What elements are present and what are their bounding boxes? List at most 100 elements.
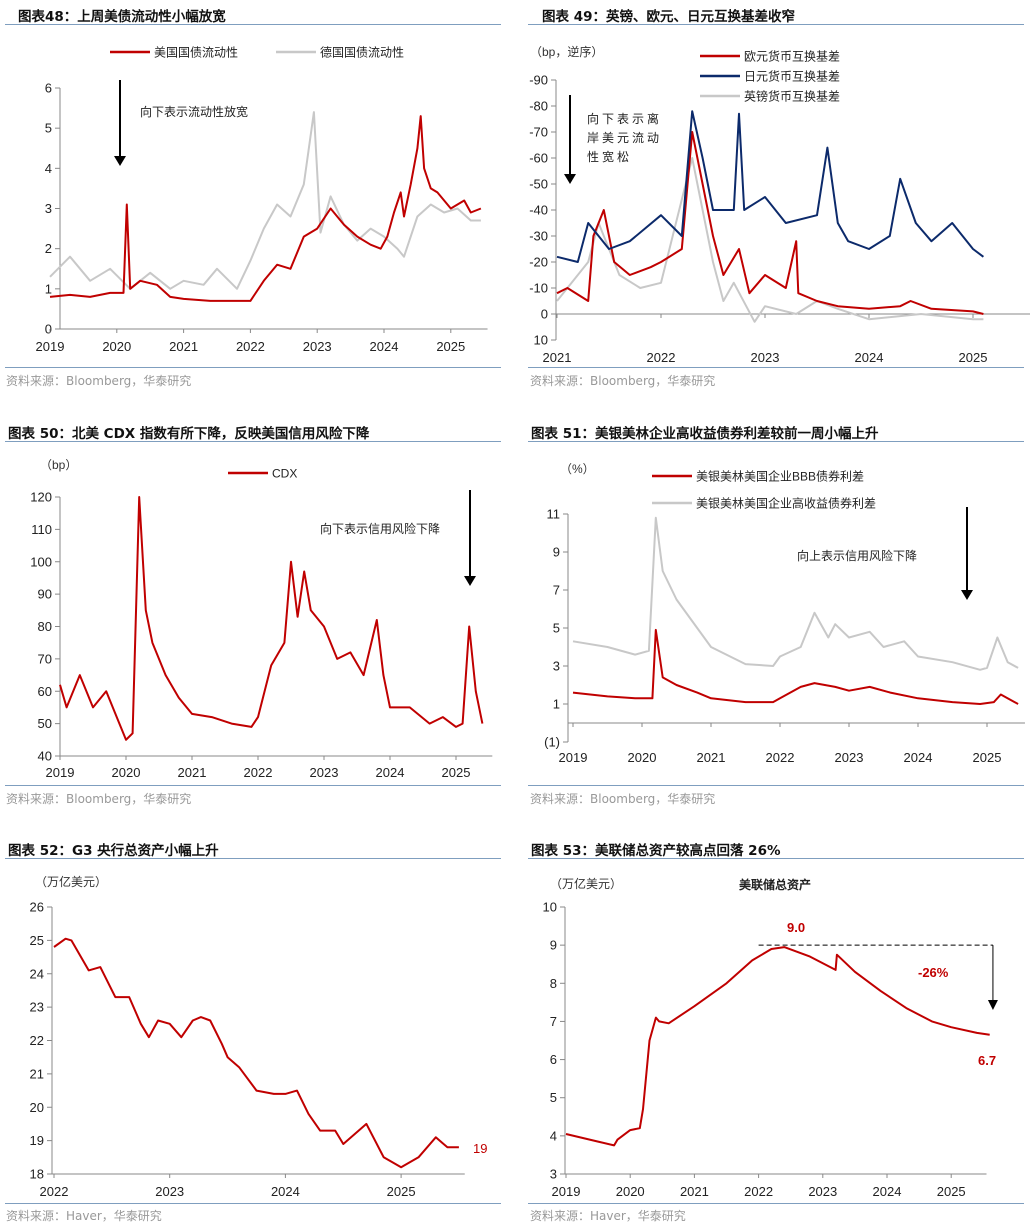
y-tick-label: 3 (553, 659, 560, 674)
series-line-美国国债流动性 (49, 115, 482, 302)
source-note: 资料来源：Bloomberg，华泰研究 (6, 792, 192, 806)
x-tick-label: 2021 (680, 1184, 709, 1199)
y-tick-label: -60 (529, 151, 548, 166)
x-tick-label: 2025 (387, 1184, 416, 1199)
y-tick-label: 18 (30, 1167, 44, 1182)
x-tick-label: 2022 (647, 350, 676, 365)
y-tick-label: 90 (38, 587, 52, 602)
y-tick-label: 100 (30, 554, 52, 569)
chart-title-50: 图表 50：北美 CDX 指数有所下降，反映美国信用风险下降 (8, 426, 370, 442)
x-tick-label: 2019 (552, 1184, 581, 1199)
source-rule (528, 1203, 1024, 1204)
y-tick-label: 4 (45, 161, 52, 176)
y-tick-label: 10 (534, 333, 548, 348)
legend-label: 日元货币互换基差 (744, 69, 840, 84)
x-tick-label: 2021 (697, 750, 726, 765)
x-tick-label: 2022 (766, 750, 795, 765)
y-tick-label: 2 (45, 241, 52, 256)
y-tick-label: 25 (30, 933, 44, 948)
y-tick-label: 7 (553, 583, 560, 598)
chart-title-49: 图表 49：英镑、欧元、日元互换基差收窄 (542, 9, 795, 25)
y-tick-label: -30 (529, 229, 548, 244)
title-rule (528, 24, 1024, 25)
title-rule (5, 441, 501, 442)
chart-title-48: 图表48：上周美债流动性小幅放宽 (18, 9, 226, 25)
legend-label: 英镑货币互换基差 (744, 89, 840, 104)
series-line-美银美林美国企业高收益债券利差 (572, 516, 1019, 671)
y-unit-label: （万亿美元） (35, 874, 107, 889)
annotation-text: 向下表示离 (587, 111, 662, 126)
legend-label: 欧元货币互换基差 (744, 49, 840, 64)
x-tick-label: 2023 (808, 1184, 837, 1199)
source-rule (5, 1203, 501, 1204)
chart-title-53: 图表 53：美联储总资产较高点回落 26% (531, 843, 781, 859)
y-tick-label: 21 (30, 1066, 44, 1081)
annotation-text: 9.0 (787, 920, 805, 935)
source-rule (5, 785, 501, 786)
y-tick-label: -80 (529, 99, 548, 114)
annotation-text: 向下表示信用风险下降 (320, 521, 440, 536)
x-tick-label: 2022 (40, 1184, 69, 1199)
series-line-欧元货币互换基差 (556, 131, 984, 315)
y-tick-label: -90 (529, 73, 548, 88)
y-tick-label: 5 (550, 1090, 557, 1105)
series-line-德国国债流动性 (49, 111, 481, 290)
annotation-text: 性宽松 (587, 149, 632, 164)
source-note: 资料来源：Bloomberg，华泰研究 (530, 792, 716, 806)
y-tick-label: 40 (38, 749, 52, 764)
y-tick-label: 0 (541, 307, 548, 322)
y-tick-label: 50 (38, 716, 52, 731)
arrowhead-icon (961, 590, 973, 600)
x-tick-label: 2024 (376, 765, 405, 780)
x-tick-label: 2022 (236, 339, 265, 354)
y-tick-label: 19 (30, 1133, 44, 1148)
y-tick-label: 0 (45, 322, 52, 337)
x-tick-label: 2020 (628, 750, 657, 765)
y-tick-label: 10 (543, 900, 557, 915)
y-tick-label: 1 (553, 697, 560, 712)
x-tick-label: 2020 (112, 765, 141, 780)
y-tick-label: -50 (529, 177, 548, 192)
y-unit-label: （bp，逆序） (530, 44, 603, 59)
y-tick-label: (1) (544, 735, 560, 750)
x-tick-label: 2024 (271, 1184, 300, 1199)
x-tick-label: 2025 (436, 339, 465, 354)
y-tick-label: 70 (38, 651, 52, 666)
y-tick-label: 5 (45, 121, 52, 136)
y-tick-label: 120 (30, 490, 52, 505)
x-tick-label: 2025 (959, 350, 988, 365)
y-tick-label: 110 (31, 522, 52, 537)
source-note: 资料来源：Haver，华泰研究 (6, 1209, 162, 1223)
y-tick-label: 6 (45, 81, 52, 96)
x-tick-label: 2023 (751, 350, 780, 365)
y-tick-label: 60 (38, 684, 52, 699)
y-tick-label: 9 (550, 938, 557, 953)
arrowhead-icon (564, 174, 576, 184)
title-rule (528, 441, 1024, 442)
y-tick-label: 3 (45, 201, 52, 216)
x-tick-label: 2022 (244, 765, 273, 780)
y-tick-label: 22 (30, 1033, 44, 1048)
series-line-英镑货币互换基差 (556, 157, 984, 323)
legend-label: 德国国债流动性 (320, 45, 404, 60)
x-tick-label: 2021 (178, 765, 207, 780)
source-note: 资料来源：Bloomberg，华泰研究 (530, 374, 716, 388)
series-line-main (53, 937, 459, 1169)
y-tick-label: 8 (550, 976, 557, 991)
y-tick-label: -70 (529, 125, 548, 140)
legend-label: CDX (272, 467, 297, 481)
end-value-label: 19 (473, 1141, 487, 1156)
y-tick-label: -10 (529, 281, 548, 296)
x-tick-label: 2024 (904, 750, 933, 765)
x-tick-label: 2024 (855, 350, 884, 365)
annotation-text: 向上表示信用风险下降 (797, 548, 917, 563)
title-rule (528, 858, 1024, 859)
y-tick-label: 24 (30, 966, 44, 981)
y-tick-label: 7 (550, 1014, 557, 1029)
annotation-text: 岸美元流动 (587, 131, 662, 145)
y-tick-label: 23 (30, 1000, 44, 1015)
y-unit-label: （bp） (40, 458, 77, 472)
x-tick-label: 2021 (543, 350, 572, 365)
y-unit-label: （%） (560, 462, 595, 476)
arrowhead-icon (987, 999, 998, 1010)
